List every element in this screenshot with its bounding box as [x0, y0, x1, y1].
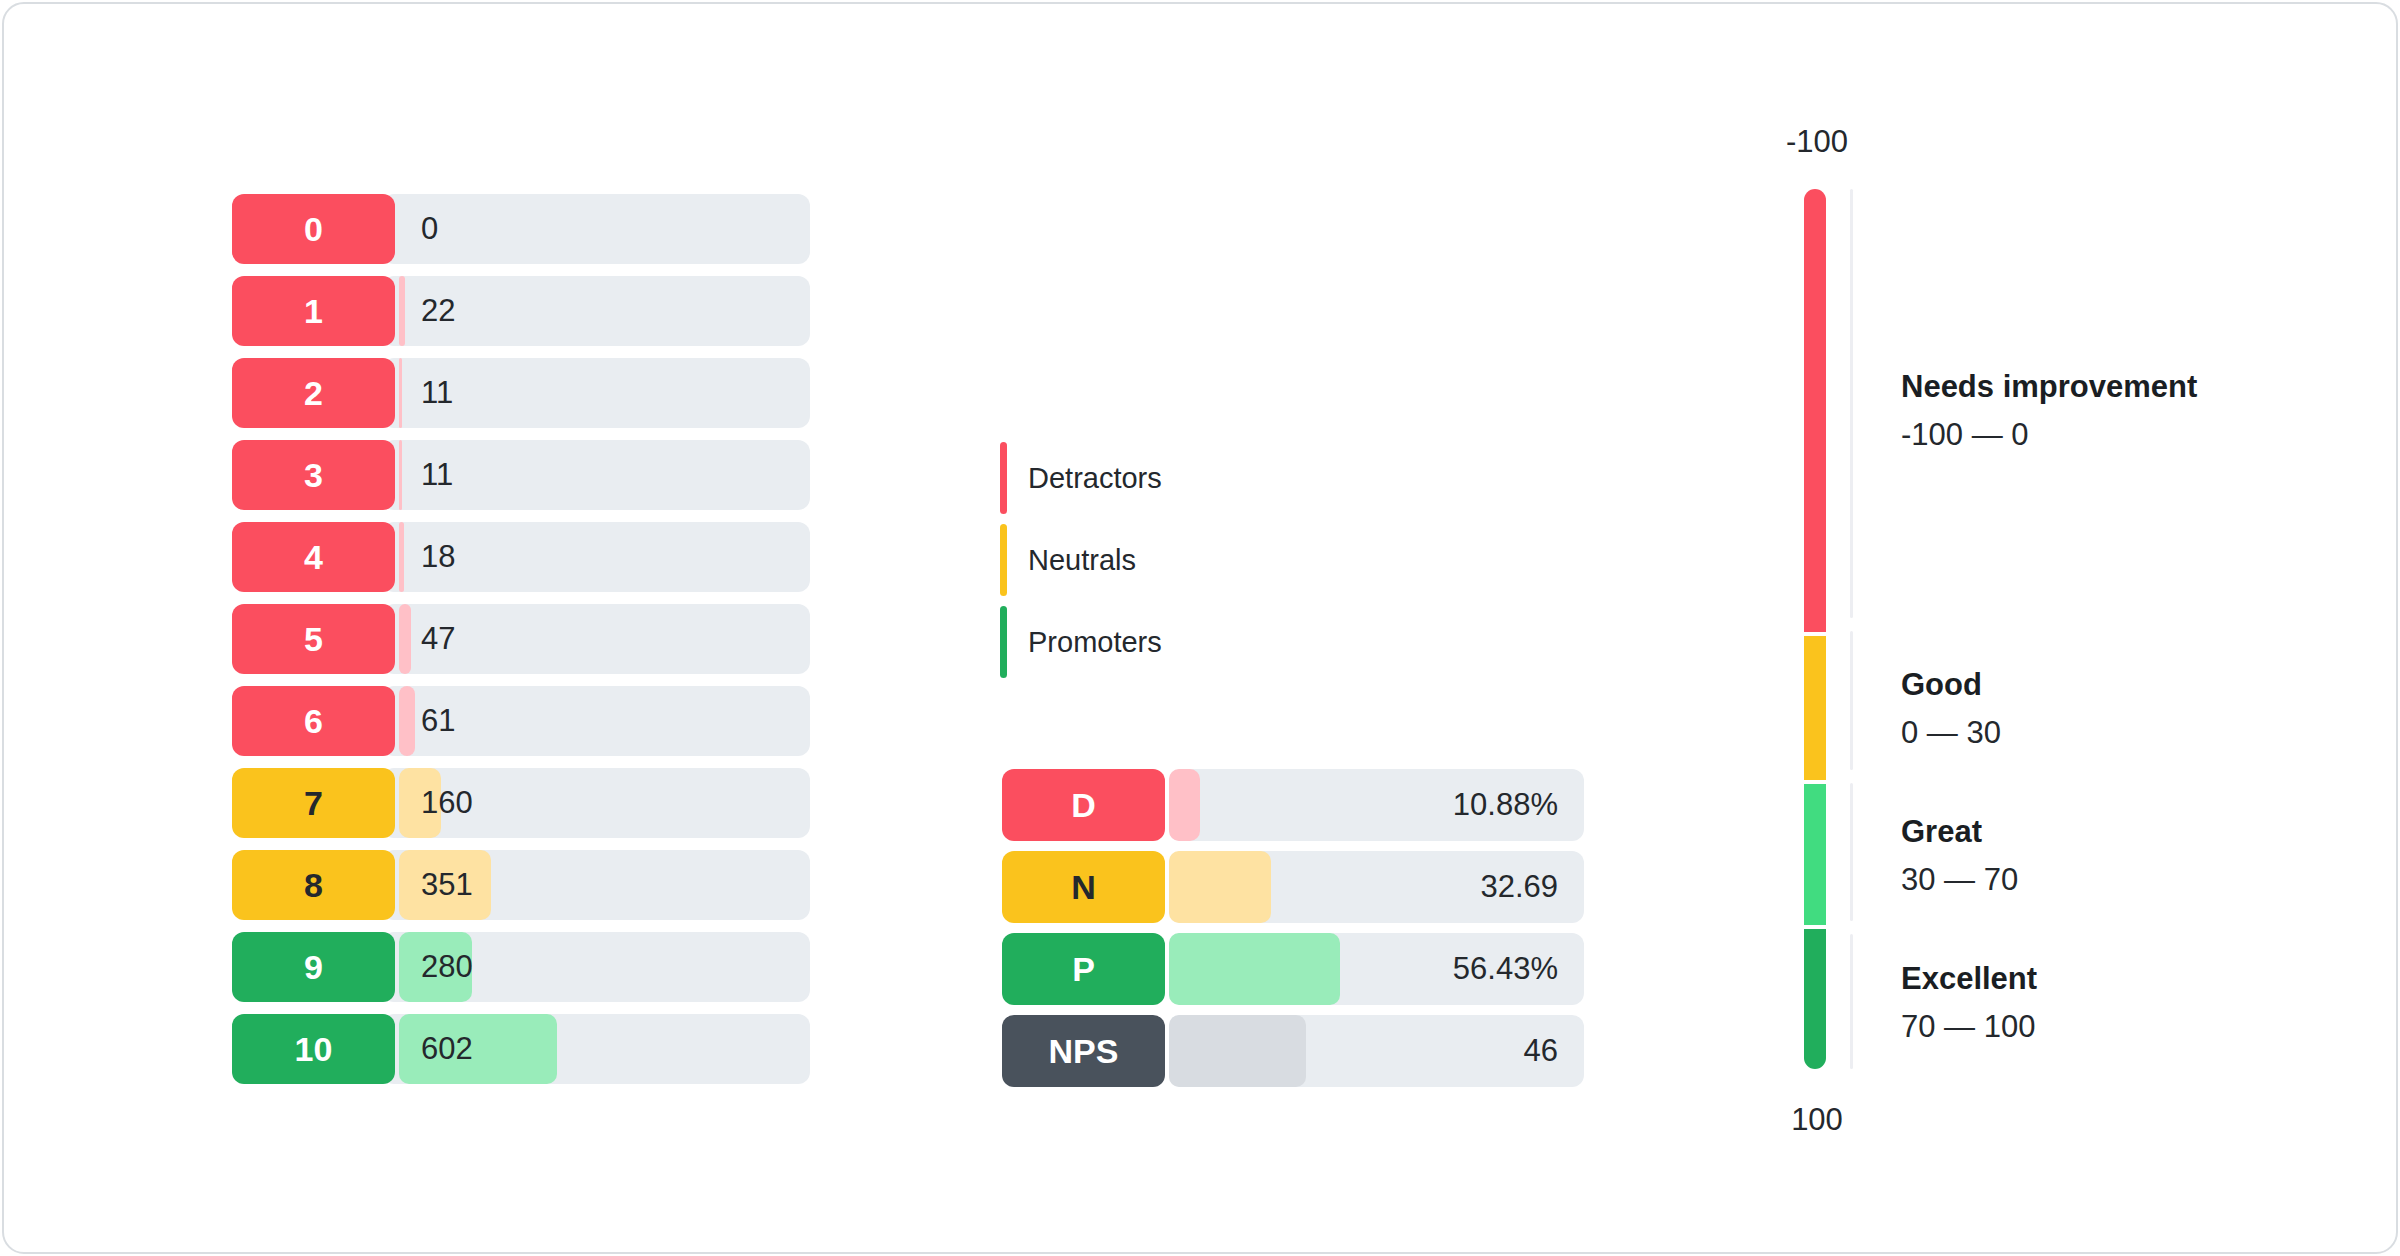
score-row: 2 11 — [232, 358, 810, 428]
gauge-axis-line — [1850, 189, 1853, 1069]
score-badge: 5 — [232, 604, 395, 674]
summary-row-promoters: P 56.43% — [1002, 933, 1584, 1005]
summary-value: 32.69 — [1480, 851, 1558, 923]
zone-label-great: Great 30 — 70 — [1901, 812, 2321, 900]
score-count: 22 — [421, 276, 455, 346]
summary-bar-fill — [1169, 769, 1200, 841]
score-badge: 10 — [232, 1014, 395, 1084]
summary-row-neutrals: N 32.69 — [1002, 851, 1584, 923]
score-row: 6 61 — [232, 686, 810, 756]
gauge-min-label: 100 — [1767, 1102, 1867, 1138]
score-badge: 2 — [232, 358, 395, 428]
score-bar-fill — [399, 440, 402, 510]
gauge-segment-needs-improvement — [1804, 189, 1826, 632]
score-bar-fill — [399, 686, 415, 756]
legend-item-detractors[interactable]: Detractors — [1000, 442, 1162, 514]
score-count: 18 — [421, 522, 455, 592]
nps-gauge-bar — [1804, 189, 1826, 1069]
summary-bar-fill — [1169, 851, 1271, 923]
score-row: 9 280 — [232, 932, 810, 1002]
zone-range: -100 — 0 — [1901, 415, 2321, 455]
gauge-segment-excellent — [1804, 929, 1826, 1069]
dashboard-card: 0 0 1 22 2 11 3 11 — [2, 2, 2398, 1254]
score-badge: 8 — [232, 850, 395, 920]
score-bar-track — [382, 194, 810, 264]
score-count: 351 — [421, 850, 473, 920]
score-row: 1 22 — [232, 276, 810, 346]
zone-label-excellent: Excellent 70 — 100 — [1901, 959, 2321, 1047]
score-badge: 3 — [232, 440, 395, 510]
zone-label-good: Good 0 — 30 — [1901, 665, 2321, 753]
zone-label-needs-improvement: Needs improvement -100 — 0 — [1901, 367, 2321, 455]
zone-range: 70 — 100 — [1901, 1007, 2321, 1047]
score-row: 0 0 — [232, 194, 810, 264]
score-distribution-chart: 0 0 1 22 2 11 3 11 — [232, 194, 810, 1096]
legend-label: Detractors — [1028, 462, 1162, 495]
summary-badge: NPS — [1002, 1015, 1165, 1087]
score-bar-fill — [399, 276, 405, 346]
zone-range: 0 — 30 — [1901, 713, 2321, 753]
nps-summary-chart: D 10.88% N 32.69 P 56.43% NPS 46 — [1002, 769, 1584, 1097]
summary-badge: N — [1002, 851, 1165, 923]
gauge-axis-segment — [1850, 934, 1853, 1069]
summary-bar-fill — [1169, 933, 1340, 1005]
score-bar-fill — [399, 604, 411, 674]
score-count: 61 — [421, 686, 455, 756]
legend-label: Promoters — [1028, 626, 1162, 659]
summary-value: 56.43% — [1453, 933, 1558, 1005]
score-count: 280 — [421, 932, 473, 1002]
gauge-axis-segment — [1850, 631, 1853, 770]
score-badge: 4 — [232, 522, 395, 592]
score-count: 160 — [421, 768, 473, 838]
score-row: 3 11 — [232, 440, 810, 510]
nps-dashboard: 0 0 1 22 2 11 3 11 — [0, 0, 2400, 1256]
gauge-axis-segment — [1850, 783, 1853, 920]
legend-label: Neutrals — [1028, 544, 1136, 577]
score-count: 11 — [421, 358, 453, 428]
summary-bar-fill — [1169, 1015, 1306, 1087]
score-count: 0 — [421, 194, 438, 264]
gauge-segment-good — [1804, 636, 1826, 779]
zone-title: Excellent — [1901, 959, 2321, 999]
detractors-swatch-icon — [1000, 442, 1007, 514]
gauge-axis-segment — [1850, 189, 1853, 618]
zone-range: 30 — 70 — [1901, 860, 2321, 900]
summary-badge: D — [1002, 769, 1165, 841]
zone-title: Good — [1901, 665, 2321, 705]
score-row: 4 18 — [232, 522, 810, 592]
score-badge: 0 — [232, 194, 395, 264]
score-count: 602 — [421, 1014, 473, 1084]
legend: Detractors Neutrals Promoters — [1000, 442, 1162, 688]
legend-item-promoters[interactable]: Promoters — [1000, 606, 1162, 678]
neutrals-swatch-icon — [1000, 524, 1007, 596]
score-badge: 6 — [232, 686, 395, 756]
score-row: 7 160 — [232, 768, 810, 838]
score-count: 47 — [421, 604, 455, 674]
summary-row-nps: NPS 46 — [1002, 1015, 1584, 1087]
score-row: 10 602 — [232, 1014, 810, 1084]
summary-badge: P — [1002, 933, 1165, 1005]
summary-row-detractors: D 10.88% — [1002, 769, 1584, 841]
gauge-max-label: -100 — [1767, 124, 1867, 160]
promoters-swatch-icon — [1000, 606, 1007, 678]
zone-title: Needs improvement — [1901, 367, 2321, 407]
score-badge: 7 — [232, 768, 395, 838]
zone-title: Great — [1901, 812, 2321, 852]
score-badge: 1 — [232, 276, 395, 346]
score-badge: 9 — [232, 932, 395, 1002]
score-bar-fill — [399, 522, 404, 592]
score-count: 11 — [421, 440, 453, 510]
summary-value: 10.88% — [1453, 769, 1558, 841]
summary-value: 46 — [1524, 1015, 1558, 1087]
legend-item-neutrals[interactable]: Neutrals — [1000, 524, 1162, 596]
score-row: 8 351 — [232, 850, 810, 920]
gauge-segment-great — [1804, 784, 1826, 926]
score-row: 5 47 — [232, 604, 810, 674]
score-bar-fill — [399, 358, 402, 428]
